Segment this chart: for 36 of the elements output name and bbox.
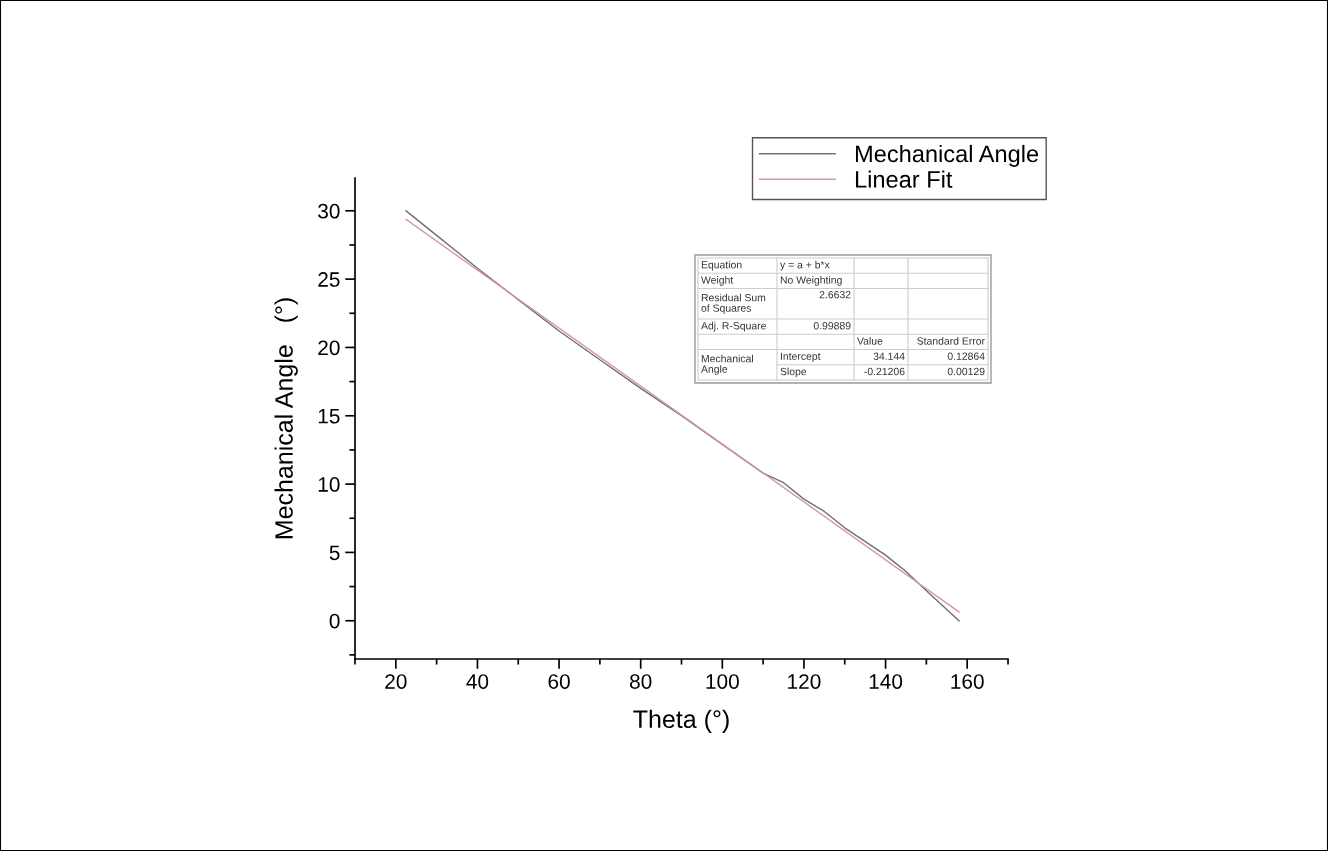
y-tick-label: 0 [329,613,340,629]
annotation: 2.6632 [819,290,851,299]
annotation: Adj. R-Square [701,321,766,332]
x-tick-label: 120 [788,674,821,689]
x-tick-label: 100 [706,674,739,689]
annotation: Equation [701,260,742,271]
x-tick-label: 40 [466,674,489,689]
annotation: y = a + b*x [780,260,830,271]
annotation: Value [857,337,883,345]
annotation: Residual Sum of Squares [701,293,766,314]
annotation: 34.144 [873,352,905,360]
legend-label: Mechanical Angle [855,144,1039,167]
y-axis-title: Mechanical Angle (°) [274,298,298,539]
annotation: Slope [780,367,807,378]
x-tick-label: 60 [548,674,570,689]
x-tick-label: 160 [951,674,984,689]
annotation: 0.00129 [947,367,985,376]
y-tick-label: 10 [318,477,340,492]
annotation: -0.21206 [864,367,905,376]
y-tick-label: 20 [318,340,340,356]
y-tick-label: 5 [329,545,340,561]
annotation: 0.99889 [813,322,851,330]
annotation: Mechanical Angle [701,354,753,375]
annotation: Weight [701,276,734,286]
y-tick-label: 30 [318,203,340,219]
x-tick-label: 80 [630,674,652,689]
legend-label: Linear Fit [855,170,953,188]
x-tick-label: 20 [385,674,407,689]
annotation: No Weighting [780,276,842,286]
annotation: Standard Error [917,337,985,345]
x-tick-label: 140 [869,674,903,689]
annotation: Intercept [780,352,821,362]
y-tick-label: 15 [318,408,340,424]
y-tick-label: 25 [318,272,340,287]
x-axis-title: Theta (°) [633,709,729,733]
annotation: 0.12864 [947,352,985,360]
